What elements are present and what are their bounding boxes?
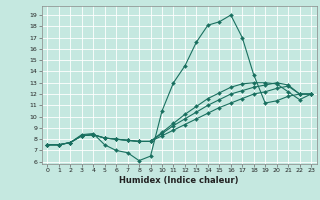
- X-axis label: Humidex (Indice chaleur): Humidex (Indice chaleur): [119, 176, 239, 185]
